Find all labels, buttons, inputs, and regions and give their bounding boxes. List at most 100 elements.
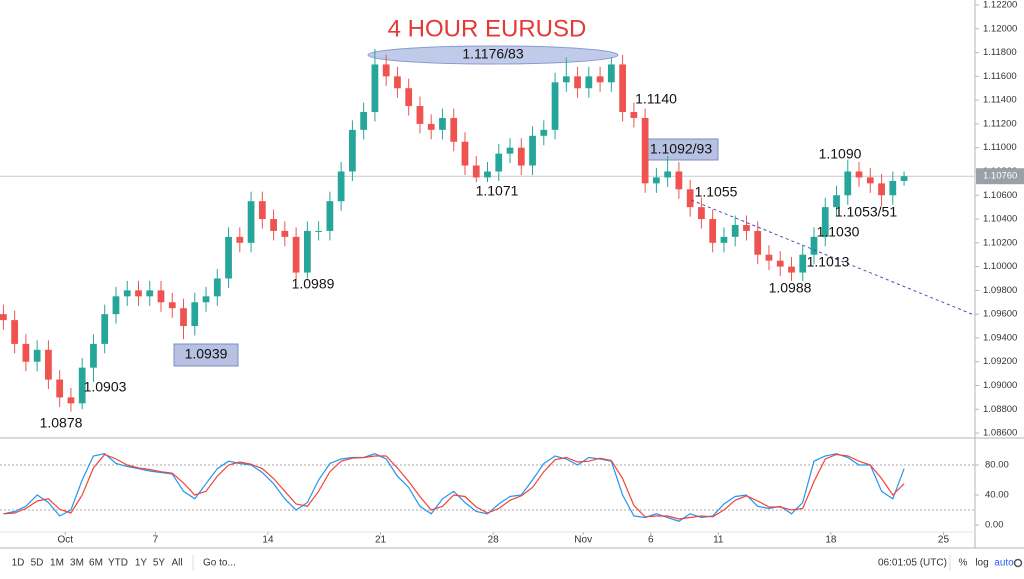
y-tick-label: 1.08600	[983, 428, 1017, 439]
last-price-box	[976, 168, 1024, 185]
candle-body	[675, 171, 683, 190]
candle-body	[337, 171, 345, 202]
annotation: 1.1071	[476, 183, 519, 199]
annotation: 1.1030	[817, 224, 860, 240]
y-tick-label: 1.11200	[983, 118, 1017, 129]
resistance-zone	[367, 45, 619, 65]
candle-body	[461, 141, 469, 166]
candle-body	[653, 177, 660, 184]
candle-body	[33, 349, 41, 362]
candle-body	[427, 123, 435, 130]
label-box	[173, 343, 239, 367]
annotation: 1.1140	[635, 91, 677, 107]
candle-body	[574, 76, 581, 89]
candle-body	[450, 117, 458, 142]
y-tick-label: 1.12000	[983, 23, 1017, 34]
candle-body	[698, 207, 705, 220]
auto-button[interactable]: auto	[994, 558, 1014, 569]
range-button[interactable]: YTD	[108, 558, 128, 569]
candle-body	[11, 320, 19, 344]
candle-body	[889, 180, 897, 196]
candle-body	[585, 76, 593, 89]
x-tick-label: 14	[262, 535, 274, 546]
candle-body	[866, 177, 874, 184]
goto-button[interactable]: Go to...	[203, 558, 236, 569]
range-button[interactable]: 3M	[70, 558, 84, 569]
candle-body	[292, 236, 300, 273]
candle-body	[506, 147, 514, 154]
range-button[interactable]: 5D	[31, 558, 44, 569]
candle-body	[900, 176, 908, 181]
candle-body	[517, 147, 525, 166]
candle-body	[472, 165, 480, 178]
y-tick-label: 1.10200	[983, 237, 1017, 248]
range-button[interactable]: 1Y	[135, 558, 148, 569]
candle-body	[686, 189, 694, 208]
candle-body	[878, 183, 885, 196]
candle-body	[844, 171, 852, 196]
oscillator-line	[3, 453, 905, 520]
candle-body	[540, 129, 548, 136]
candle-body	[405, 88, 413, 107]
range-button[interactable]: 6M	[89, 558, 103, 569]
candle-body	[90, 343, 97, 368]
candle-body	[630, 112, 638, 118]
y-tick-label: 1.09400	[983, 332, 1017, 343]
candle-body	[303, 230, 311, 273]
percent-button[interactable]: %	[959, 558, 968, 569]
y-tick-label: 1.11400	[983, 95, 1017, 106]
candle-body	[788, 266, 795, 273]
candle-body	[596, 76, 604, 83]
candle-body	[56, 379, 64, 398]
candle-body	[810, 236, 818, 255]
annotation: 1.1092/93	[650, 141, 712, 157]
y-tick-label: 1.10600	[983, 190, 1017, 201]
range-button[interactable]: All	[171, 558, 182, 569]
y-tick-label: 1.09800	[983, 285, 1017, 296]
x-tick-label: 21	[375, 535, 387, 546]
x-tick-label: 18	[825, 535, 837, 546]
range-button[interactable]: 5Y	[153, 558, 166, 569]
candle-body	[225, 236, 232, 279]
annotation: 1.1055	[695, 184, 738, 200]
candle-body	[765, 254, 773, 261]
candle-body	[236, 236, 244, 243]
range-button[interactable]: 1D	[12, 558, 25, 569]
candle-body	[529, 135, 536, 166]
candle-body	[754, 230, 762, 255]
y-tick-label: 1.08800	[983, 404, 1017, 415]
candle-body	[0, 314, 7, 321]
candle-body	[270, 219, 277, 231]
chart-title: 4 HOUR EURUSD	[388, 15, 587, 42]
annotation: 1.0988	[769, 280, 812, 296]
candle-body	[123, 290, 131, 297]
oscillator-line	[3, 453, 905, 522]
candle-body	[776, 260, 784, 267]
candle-body	[315, 230, 322, 232]
candle-body	[191, 302, 199, 327]
range-button[interactable]: 1M	[50, 558, 64, 569]
annotation: 1.1176/83	[462, 46, 523, 62]
candle-body	[731, 224, 739, 237]
candle-body	[112, 296, 120, 315]
y-tick-label: 1.12200	[983, 0, 1017, 11]
y-tick-label: 1.11600	[983, 71, 1017, 82]
candle-body	[855, 171, 863, 178]
y-tick-label: 1.09600	[983, 309, 1017, 320]
annotation: 1.1053/51	[835, 204, 897, 220]
candle-body	[157, 290, 165, 303]
candle-body	[562, 76, 570, 83]
candle-body	[607, 64, 615, 83]
candle-body	[371, 64, 379, 113]
candle-body	[821, 207, 829, 237]
x-tick-label: 25	[938, 535, 950, 546]
candle-body	[394, 76, 401, 89]
candle-body	[439, 117, 446, 130]
log-button[interactable]: log	[975, 558, 988, 569]
annotation: 1.0989	[292, 276, 335, 292]
candle-body	[202, 296, 210, 303]
settings-icon[interactable]	[1013, 558, 1023, 568]
candle-body	[416, 106, 424, 124]
